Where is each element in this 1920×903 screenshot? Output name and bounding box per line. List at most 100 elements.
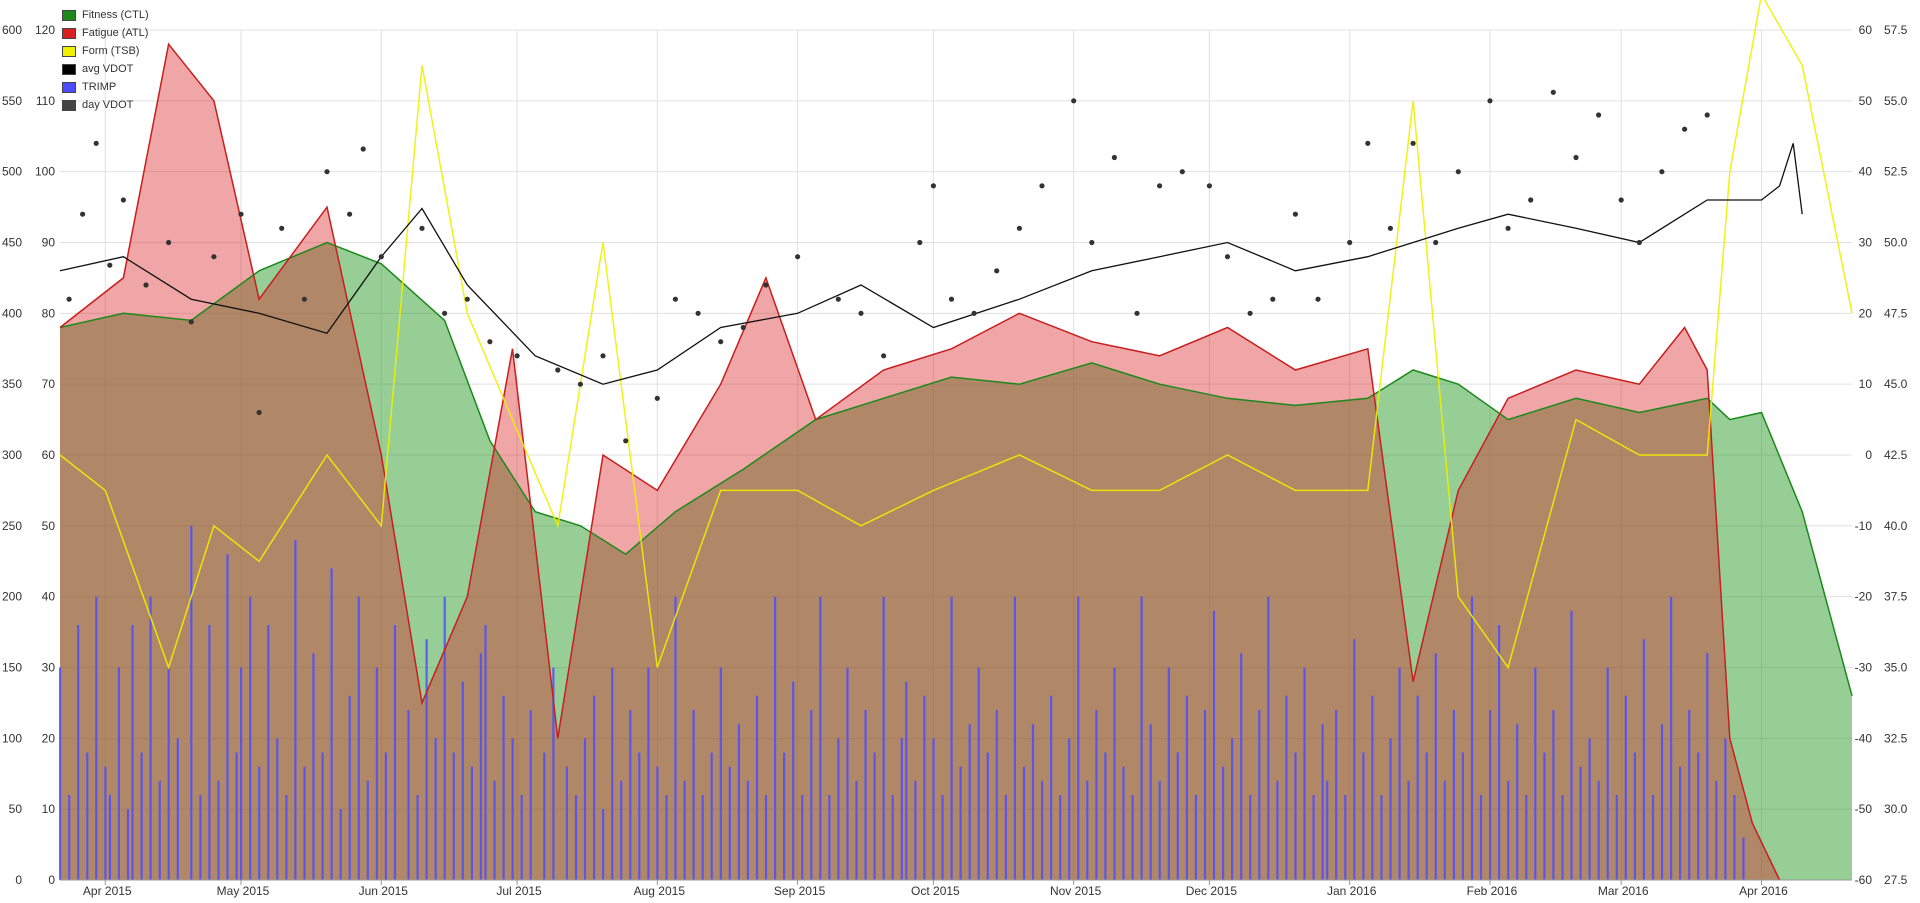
load-tick-label: 0: [48, 873, 55, 887]
day-vdot-point: [654, 395, 660, 401]
trimp-bar: [393, 625, 397, 880]
trimp-bar: [1389, 738, 1392, 880]
trimp-bar: [950, 596, 953, 880]
vdot-tick-label: 55.0: [1884, 94, 1908, 108]
day-vdot-point: [256, 409, 262, 416]
avg-vdot-line: [59, 143, 1803, 385]
trimp-bar: [339, 809, 342, 880]
trimp-bar: [1203, 710, 1207, 880]
legend-item[interactable]: Fatigue (ATL): [62, 24, 149, 42]
day-vdot-point: [93, 140, 99, 146]
form-tick-label: 40: [1859, 165, 1873, 179]
day-vdot-point: [763, 282, 769, 288]
day-vdot-point: [301, 296, 307, 302]
day-vdot-point: [1315, 296, 1321, 302]
legend-item[interactable]: day VDOT: [62, 96, 149, 114]
trimp-bar: [1013, 596, 1016, 880]
day-vdot-point: [238, 211, 244, 217]
trimp-bar: [1344, 795, 1347, 880]
trimp-bar: [77, 625, 80, 880]
day-vdot-point: [419, 225, 425, 231]
trimp-bar: [1086, 780, 1089, 880]
legend-item[interactable]: avg VDOT: [62, 60, 149, 78]
trimp-bar: [1077, 596, 1080, 880]
trimp-bar: [968, 724, 971, 880]
legend-item[interactable]: Fitness (CTL): [62, 6, 149, 24]
trimp-bar: [267, 625, 270, 880]
trimp-bar: [470, 766, 473, 880]
day-vdot-point: [1636, 239, 1642, 246]
legend-item[interactable]: TRIMP: [62, 78, 149, 96]
trimp-bar: [190, 525, 193, 880]
day-vdot-point: [1039, 183, 1045, 189]
trimp-bar: [1461, 752, 1464, 880]
trimp-bar: [1321, 724, 1324, 880]
trimp-bar: [1104, 752, 1107, 880]
legend-label: day VDOT: [82, 99, 134, 111]
trimp-bar: [647, 667, 650, 880]
form-tick-label: -60: [1855, 873, 1873, 887]
trimp-bar: [117, 667, 120, 880]
trimp-bar: [1004, 795, 1007, 880]
day-vdot-point: [1157, 183, 1163, 189]
axes: 0501001502002503003504004505005506000102…: [2, 23, 1908, 898]
day-vdot-point: [971, 310, 977, 316]
vdot-tick-label: 42.5: [1884, 448, 1908, 462]
trimp-bar: [108, 795, 111, 880]
trimp-bar: [774, 596, 777, 880]
trimp-bar: [384, 752, 387, 880]
trimp-bar: [905, 681, 908, 880]
trimp-bar: [140, 752, 143, 880]
x-tick-label: May 2015: [217, 884, 270, 898]
trimp-bar: [1231, 738, 1234, 880]
trimp-bar: [719, 667, 722, 880]
day-vdot-point: [211, 254, 217, 260]
x-tick-label: Dec 2015: [1186, 884, 1238, 898]
trimp-bar: [240, 667, 243, 880]
day-vdot-point: [1365, 140, 1371, 146]
day-vdot-point: [1270, 296, 1276, 302]
trimp-bar: [303, 766, 306, 880]
day-vdot-point: [514, 353, 520, 359]
trimp-bar: [543, 752, 546, 880]
trimp-bar: [1706, 653, 1709, 880]
form-tick-label: -30: [1855, 661, 1873, 675]
trimp-bar: [701, 795, 704, 880]
x-tick-label: Jul 2015: [496, 884, 542, 898]
trimp-bar: [126, 809, 130, 880]
trimp-bar: [1122, 766, 1125, 880]
legend-swatch: [62, 45, 76, 57]
trimp-bar: [755, 695, 759, 880]
trimp-bar: [452, 752, 455, 880]
trimp-bar: [900, 738, 903, 880]
trimp-bar: [158, 780, 161, 880]
trimp-bar: [1380, 795, 1383, 880]
day-vdot-point: [1247, 310, 1253, 316]
trimp-bar: [552, 667, 555, 880]
load-tick-label: 60: [42, 448, 56, 462]
trimp-bar: [629, 710, 632, 880]
trimp-tick-label: 500: [2, 165, 22, 179]
day-vdot-point: [695, 310, 701, 316]
trimp-bar: [1489, 710, 1492, 880]
day-vdot-point: [672, 296, 679, 302]
line-series: [59, 0, 1853, 881]
legend-item[interactable]: Form (TSB): [62, 42, 149, 60]
trimp-bar: [1194, 795, 1197, 880]
trimp-bar: [611, 667, 614, 880]
trimp-bar: [792, 681, 795, 880]
day-vdot-point: [442, 310, 448, 316]
trimp-bar: [68, 795, 71, 880]
trimp-bar: [375, 667, 378, 880]
legend-swatch: [62, 9, 76, 21]
trimp-bar: [443, 596, 446, 880]
day-vdot-point: [360, 146, 366, 152]
trimp-bar: [855, 780, 858, 880]
trimp-bar: [810, 710, 813, 880]
day-vdot-point: [1659, 169, 1665, 175]
trimp-bar: [425, 639, 428, 880]
trimp-bar: [1258, 710, 1261, 880]
form-tick-label: 60: [1859, 23, 1873, 37]
trimp-bar: [1113, 667, 1116, 880]
legend: Fitness (CTL) Fatigue (ATL) Form (TSB) avg …: [62, 6, 149, 114]
